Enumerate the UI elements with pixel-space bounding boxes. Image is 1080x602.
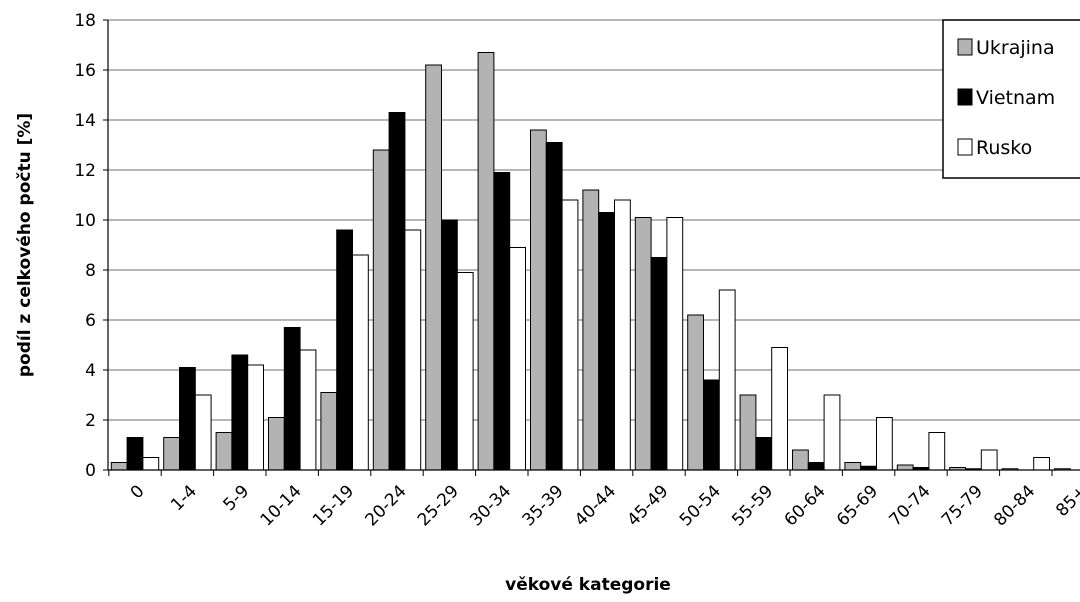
legend-label-ukrajina: Ukrajina: [976, 37, 1055, 59]
x-tick-label: 15-19: [309, 481, 358, 530]
bar-ukrajina-45-49: [634, 217, 652, 471]
bar-vietnam-25-29: [441, 219, 458, 471]
bar-ukrajina-65-69: [844, 462, 862, 471]
x-tick-label: 5-9: [220, 481, 254, 515]
x-tick-label: 70-74: [885, 481, 934, 530]
x-tick-label: 1-4: [167, 481, 201, 515]
bar-rusko-80-84: [1033, 457, 1050, 471]
bar-rusko-55-59: [771, 347, 789, 471]
x-tick-label: 35-39: [519, 481, 568, 530]
bar-ukrajina-15-19: [320, 392, 338, 471]
bar-rusko-70-74: [928, 432, 946, 471]
x-tick-label: 25-29: [414, 481, 463, 530]
bar-rusko-5-9: [247, 364, 264, 471]
bar-vietnam-45-49: [650, 257, 668, 471]
bar-rusko-30-34: [509, 247, 527, 471]
bar-vietnam-55-59: [755, 437, 773, 471]
y-tick-label: 8: [85, 261, 96, 281]
legend-swatch-vietnam: [957, 88, 973, 106]
bar-vietnam-15-19: [336, 229, 354, 471]
y-tick-label: 16: [74, 61, 96, 81]
bar-ukrajina-20-24: [372, 149, 390, 471]
x-tick-label: 45-49: [623, 481, 672, 530]
x-tick-label: 85+: [1052, 481, 1080, 521]
bar-ukrajina-35-39: [530, 129, 547, 471]
bar-ukrajina-1-4: [163, 437, 180, 471]
y-tick-label: 6: [85, 311, 96, 331]
bar-rusko-65-69: [876, 417, 893, 471]
bar-ukrajina-5-9: [215, 432, 233, 471]
y-axis-title: podíl z celkového počtu [%]: [15, 113, 35, 377]
bar-rusko-60-64: [823, 394, 841, 471]
legend: Ukrajina Vietnam Rusko: [942, 19, 1080, 179]
x-tick-label: 20-24: [361, 481, 410, 530]
legend-label-vietnam: Vietnam: [976, 87, 1055, 109]
y-tick-label: 4: [85, 361, 96, 381]
legend-swatch-rusko: [957, 138, 973, 156]
legend-swatch-ukrajina: [957, 38, 973, 56]
bar-vietnam-30-34: [493, 172, 511, 471]
bar-rusko-10-14: [299, 349, 317, 471]
x-tick-label: 75-79: [938, 481, 987, 530]
x-tick-label: 80-84: [990, 481, 1039, 530]
bar-ukrajina-40-44: [582, 189, 600, 471]
y-tick-label: 10: [74, 211, 96, 231]
y-tick-label: 2: [85, 411, 96, 431]
x-tick-label: 55-59: [728, 481, 777, 530]
legend-label-rusko: Rusko: [976, 137, 1032, 159]
bar-ukrajina-60-64: [792, 449, 809, 471]
bar-rusko-35-39: [561, 199, 579, 471]
bar-rusko-15-19: [352, 254, 369, 471]
x-tick-label: 40-44: [571, 481, 620, 530]
bar-ukrajina-70-74: [896, 464, 914, 471]
bar-ukrajina-50-54: [687, 314, 705, 471]
bar-ukrajina-55-59: [739, 394, 757, 471]
bar-ukrajina-30-34: [477, 52, 495, 471]
x-tick-label: 60-64: [781, 481, 830, 530]
bar-rusko-45-49: [666, 217, 684, 471]
y-tick-label: 14: [74, 111, 96, 131]
x-tick-label: 0: [127, 481, 149, 503]
x-tick-label: 30-34: [466, 481, 515, 530]
y-tick-label: 18: [74, 11, 96, 31]
bar-ukrajina-0: [110, 462, 128, 471]
bar-rusko-50-54: [718, 289, 736, 471]
bar-vietnam-10-14: [283, 327, 301, 471]
bar-rusko-40-44: [614, 199, 631, 471]
bar-vietnam-20-24: [388, 112, 406, 471]
bar-vietnam-35-39: [545, 142, 563, 471]
bar-rusko-1-4: [194, 394, 212, 471]
bar-rusko-20-24: [404, 229, 422, 471]
y-tick-label: 0: [85, 461, 96, 481]
bar-vietnam-5-9: [231, 354, 249, 471]
bar-vietnam-1-4: [179, 367, 196, 471]
bar-ukrajina-10-14: [268, 417, 285, 471]
bar-rusko-75-79: [980, 449, 998, 471]
bar-vietnam-60-64: [807, 462, 825, 471]
bar-vietnam-40-44: [598, 212, 616, 471]
bar-rusko-25-29: [456, 272, 474, 471]
x-tick-label: 65-69: [833, 481, 882, 530]
x-tick-label: 50-54: [676, 481, 725, 530]
x-tick-label: 10-14: [257, 481, 306, 530]
bars: [110, 52, 1071, 471]
bar-vietnam-50-54: [703, 379, 720, 471]
bar-vietnam-0: [126, 437, 144, 471]
bar-ukrajina-25-29: [425, 64, 443, 471]
bar-rusko-0: [142, 457, 160, 471]
x-axis-title: věkové kategorie: [505, 575, 671, 595]
y-tick-label: 12: [74, 161, 96, 181]
